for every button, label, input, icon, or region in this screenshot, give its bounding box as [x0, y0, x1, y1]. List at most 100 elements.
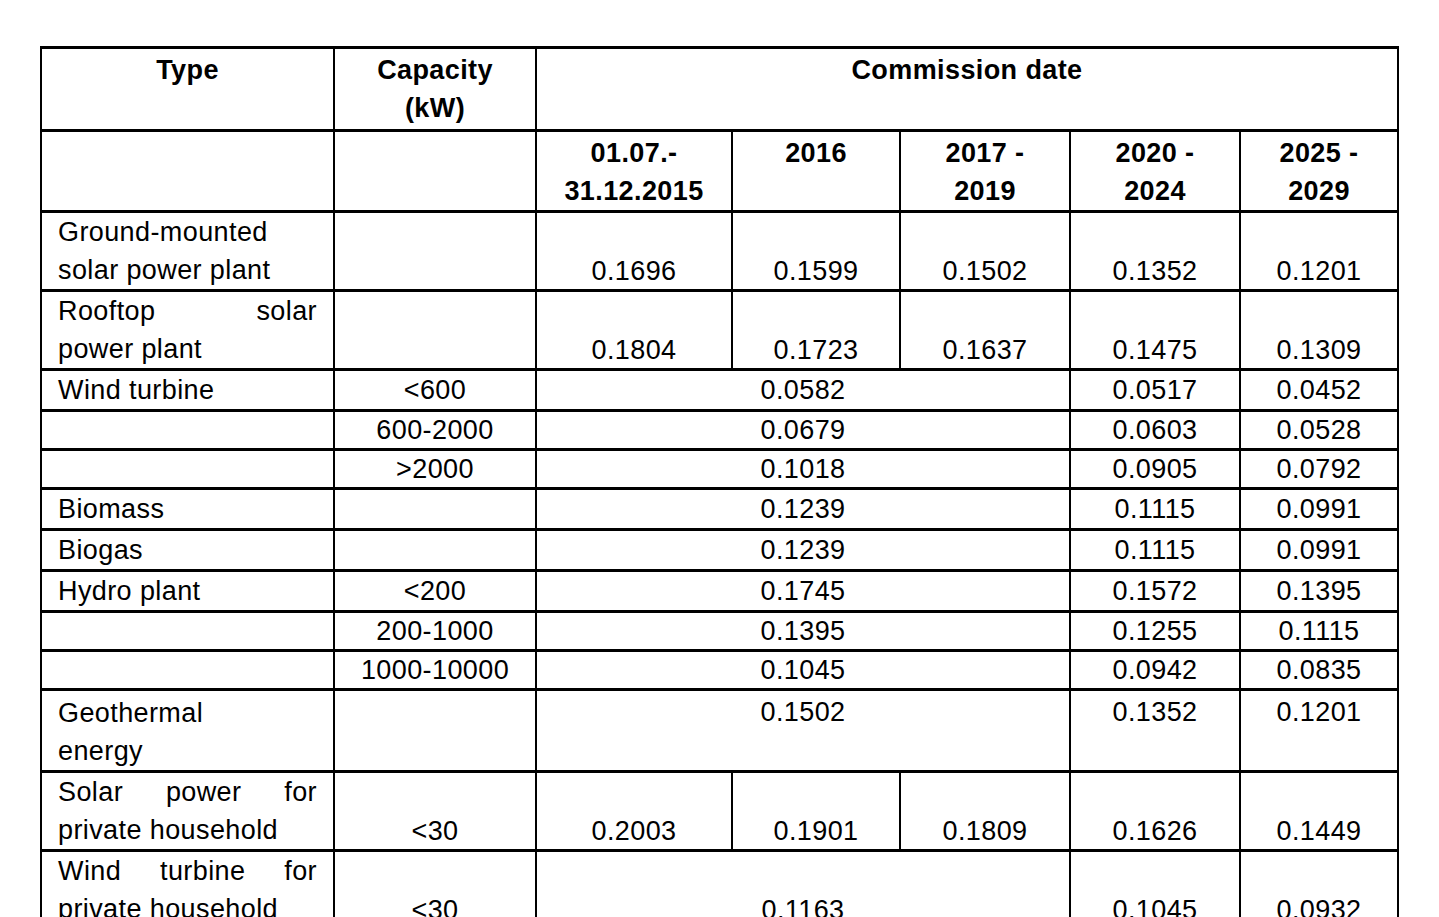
capacity-cell: >2000	[334, 450, 536, 489]
value-cell: 0.1637	[900, 291, 1070, 370]
header-row-2: 01.07.- 31.12.2015 2016 2017 - 2019 2020…	[41, 131, 1398, 212]
table-row: Rooftopsolarpower plant0.18040.17230.163…	[41, 291, 1398, 370]
value-cell: 0.0603	[1070, 411, 1240, 450]
value-cell: 0.1115	[1070, 530, 1240, 571]
type-word: Wind	[58, 852, 121, 890]
type-word: power	[166, 773, 242, 811]
value-cell: 0.1395	[1240, 571, 1398, 612]
type-word: turbine	[160, 852, 245, 890]
table-row: Geothermalenergy 0.15020.13520.1201	[41, 690, 1398, 772]
value-cell: 0.0991	[1240, 489, 1398, 530]
value-cell: 0.1352	[1070, 690, 1240, 772]
type-cell	[41, 651, 334, 690]
table-row: Biogas0.12390.11150.0991	[41, 530, 1398, 571]
value-cell: 0.1395	[536, 612, 1070, 651]
capacity-cell: <30	[334, 851, 536, 917]
table-row: >20000.10180.09050.0792	[41, 450, 1398, 489]
value-cell: 0.1804	[536, 291, 732, 370]
value-cell: 0.1901	[732, 772, 900, 851]
header-type: Type	[41, 48, 334, 131]
type-cell: Rooftopsolarpower plant	[41, 291, 334, 370]
table-header: Type Capacity (kW) Commission date 01.07…	[41, 48, 1398, 212]
value-cell: 0.1475	[1070, 291, 1240, 370]
value-cell: 0.0582	[536, 370, 1070, 411]
table-row: Solarpowerforprivate household<300.20030…	[41, 772, 1398, 851]
value-cell: 0.1745	[536, 571, 1070, 612]
value-cell: 0.0679	[536, 411, 1070, 450]
table-row: Ground-mountedsolar power plant0.16960.1…	[41, 212, 1398, 291]
value-cell: 0.1201	[1240, 690, 1398, 772]
value-cell: 0.0517	[1070, 370, 1240, 411]
value-cell: 0.1115	[1240, 612, 1398, 651]
value-cell: 0.1239	[536, 489, 1070, 530]
capacity-cell	[334, 530, 536, 571]
empty-header-cell	[334, 131, 536, 212]
type-cell: Hydro plant	[41, 571, 334, 612]
header-commission-date: Commission date	[536, 48, 1398, 131]
value-cell: 0.1045	[536, 651, 1070, 690]
value-cell: 0.1115	[1070, 489, 1240, 530]
type-word: for	[284, 852, 317, 890]
header-period-2020-2024: 2020 - 2024	[1070, 131, 1240, 212]
value-cell: 0.1723	[732, 291, 900, 370]
value-cell: 0.1309	[1240, 291, 1398, 370]
capacity-cell	[334, 690, 536, 772]
header-capacity: Capacity (kW)	[334, 48, 536, 131]
capacity-cell: <600	[334, 370, 536, 411]
capacity-cell: 1000-10000	[334, 651, 536, 690]
value-cell: 0.1045	[1070, 851, 1240, 917]
value-cell: 0.1626	[1070, 772, 1240, 851]
capacity-cell: 200-1000	[334, 612, 536, 651]
table-row: 600-20000.06790.06030.0528	[41, 411, 1398, 450]
table-row: Biomass 0.12390.11150.0991	[41, 489, 1398, 530]
empty-header-cell	[41, 131, 334, 212]
type-cell: Wind turbine	[41, 370, 334, 411]
value-cell: 0.1018	[536, 450, 1070, 489]
value-cell: 0.1502	[536, 690, 1070, 772]
header-period-2017-2019: 2017 - 2019	[900, 131, 1070, 212]
type-cell: Solarpowerforprivate household	[41, 772, 334, 851]
value-cell: 0.1809	[900, 772, 1070, 851]
value-cell: 0.0792	[1240, 450, 1398, 489]
type-word: Solar	[58, 773, 123, 811]
header-row-1: Type Capacity (kW) Commission date	[41, 48, 1398, 131]
header-period-2025-2029: 2025 - 2029	[1240, 131, 1398, 212]
value-cell: 0.1696	[536, 212, 732, 291]
table-body: Ground-mountedsolar power plant0.16960.1…	[41, 212, 1398, 917]
header-period-2015: 01.07.- 31.12.2015	[536, 131, 732, 212]
capacity-cell: 600-2000	[334, 411, 536, 450]
feed-in-tariff-table: Type Capacity (kW) Commission date 01.07…	[40, 46, 1399, 917]
value-cell: 0.1239	[536, 530, 1070, 571]
type-cell	[41, 450, 334, 489]
value-cell: 0.0942	[1070, 651, 1240, 690]
table-row: Hydro plant<2000.17450.15720.1395	[41, 571, 1398, 612]
type-word: solar	[256, 292, 317, 330]
value-cell: 0.0991	[1240, 530, 1398, 571]
type-cell: Geothermalenergy	[41, 690, 334, 772]
value-cell: 0.0528	[1240, 411, 1398, 450]
table-row: Wind turbine<6000.05820.05170.0452	[41, 370, 1398, 411]
value-cell: 0.1572	[1070, 571, 1240, 612]
capacity-cell	[334, 489, 536, 530]
value-cell: 0.1352	[1070, 212, 1240, 291]
value-cell: 0.1201	[1240, 212, 1398, 291]
type-cell: Biomass	[41, 489, 334, 530]
type-word: Rooftop	[58, 292, 155, 330]
value-cell: 0.1502	[900, 212, 1070, 291]
type-cell: Windturbineforprivate household	[41, 851, 334, 917]
value-cell: 0.0835	[1240, 651, 1398, 690]
capacity-cell	[334, 212, 536, 291]
value-cell: 0.1449	[1240, 772, 1398, 851]
value-cell: 0.1599	[732, 212, 900, 291]
capacity-cell	[334, 291, 536, 370]
header-period-2016: 2016	[732, 131, 900, 212]
capacity-cell: <30	[334, 772, 536, 851]
type-cell	[41, 411, 334, 450]
value-cell: 0.2003	[536, 772, 732, 851]
type-word: for	[284, 773, 317, 811]
table-row: 200-10000.13950.12550.1115	[41, 612, 1398, 651]
type-cell	[41, 612, 334, 651]
capacity-cell: <200	[334, 571, 536, 612]
table-row: Windturbineforprivate household<300.1163…	[41, 851, 1398, 917]
value-cell: 0.0452	[1240, 370, 1398, 411]
